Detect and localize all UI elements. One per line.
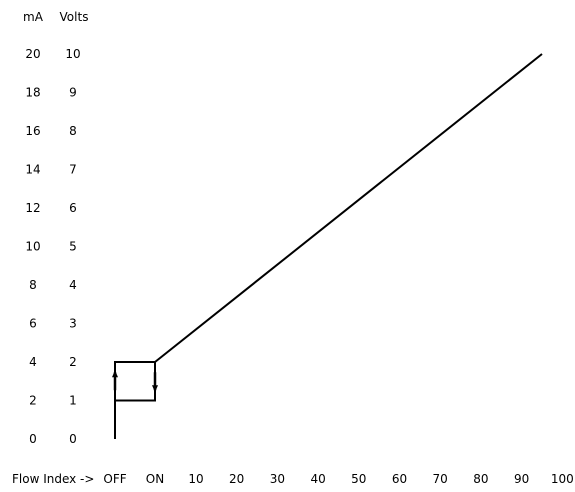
y-tick-volts: 3: [69, 317, 77, 331]
x-tick: 20: [229, 472, 244, 486]
x-tick: 50: [351, 472, 366, 486]
hysteresis-loop-line: [115, 362, 155, 439]
arrow-up-icon: [112, 370, 118, 377]
plot-area: [112, 54, 542, 439]
y-tick-volts: 0: [69, 432, 77, 446]
y-axis-label-mA: mA: [23, 10, 44, 24]
y-tick-volts: 10: [65, 47, 80, 61]
x-tick: 90: [514, 472, 529, 486]
y-tick-volts: 9: [69, 86, 77, 100]
y-ticks-mA: 0 2 4 6 8 10 12 14 16 18 20: [25, 47, 40, 446]
y-tick-mA: 12: [25, 201, 40, 215]
x-axis-label: Flow Index ->: [12, 472, 94, 486]
y-tick-mA: 6: [29, 317, 37, 331]
y-tick-mA: 20: [25, 47, 40, 61]
y-tick-mA: 0: [29, 432, 37, 446]
x-tick: ON: [146, 472, 164, 486]
x-tick: 70: [433, 472, 448, 486]
y-tick-volts: 2: [69, 355, 77, 369]
y-tick-mA: 16: [25, 124, 40, 138]
y-tick-mA: 8: [29, 278, 37, 292]
x-ticks: OFF ON 10 20 30 40 50 60 70 80 90 100: [103, 472, 573, 486]
x-tick: 40: [310, 472, 325, 486]
y-tick-mA: 14: [25, 163, 40, 177]
arrow-down-icon: [152, 385, 158, 392]
x-tick: 60: [392, 472, 407, 486]
x-tick: 10: [188, 472, 203, 486]
x-tick: 30: [270, 472, 285, 486]
y-tick-mA: 18: [25, 86, 40, 100]
y-tick-mA: 4: [29, 355, 37, 369]
y-tick-mA: 10: [25, 240, 40, 254]
y-ticks-volts: 0 1 2 3 4 5 6 7 8 9 10: [65, 47, 80, 446]
y-tick-mA: 2: [29, 394, 37, 408]
x-tick: OFF: [103, 472, 126, 486]
y-tick-volts: 5: [69, 240, 77, 254]
y-tick-volts: 7: [69, 163, 77, 177]
x-tick: 100: [551, 472, 574, 486]
y-tick-volts: 4: [69, 278, 77, 292]
y-tick-volts: 1: [69, 394, 77, 408]
y-tick-volts: 6: [69, 201, 77, 215]
y-tick-volts: 8: [69, 124, 77, 138]
y-axis-label-volts: Volts: [60, 10, 89, 24]
flow-ramp-line: [155, 54, 542, 362]
x-tick: 80: [473, 472, 488, 486]
